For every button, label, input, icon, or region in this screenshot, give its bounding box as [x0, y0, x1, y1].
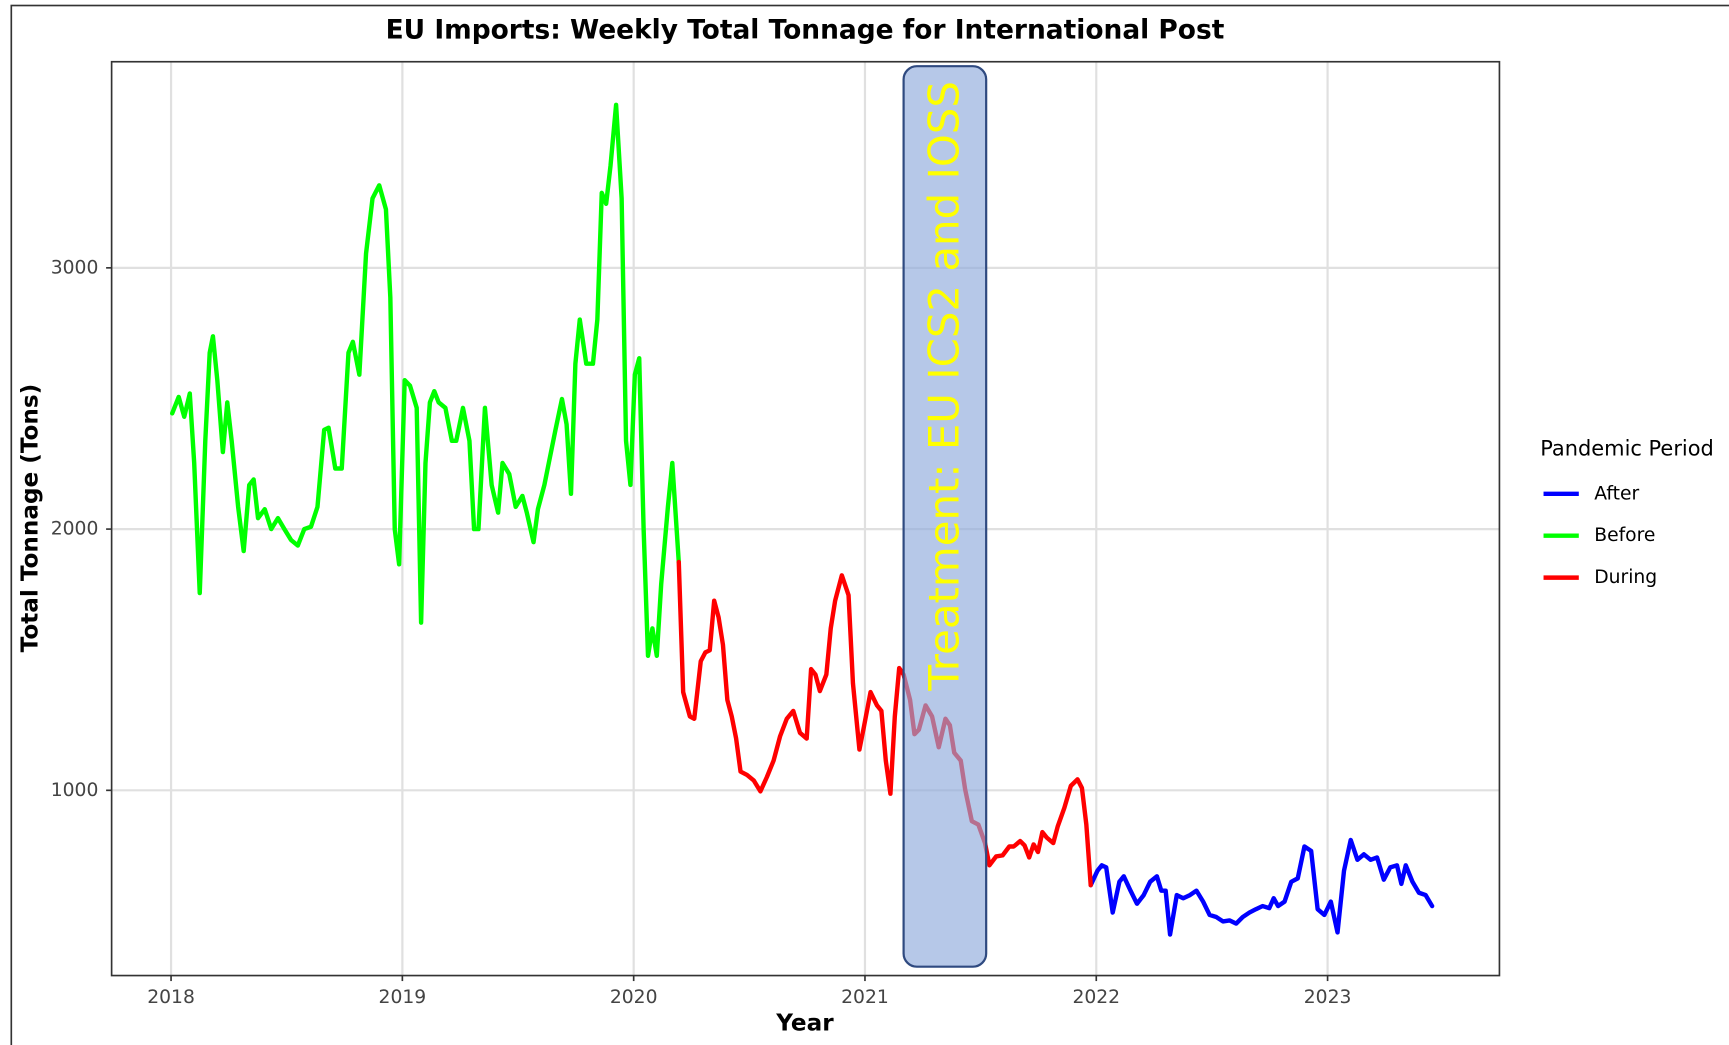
legend-label: During — [1594, 567, 1657, 588]
x-tick-label: 2022 — [1072, 987, 1120, 1008]
x-tick-label: 2019 — [379, 987, 427, 1008]
data-line — [170, 102, 681, 658]
legend-title: Pandemic Period — [1540, 437, 1714, 461]
x-tick-label: 2021 — [841, 987, 889, 1008]
outer-border — [10, 4, 1729, 1045]
y-tick-label: 3000 — [51, 257, 99, 278]
y-axis-title: Total Tonnage (Tons) — [18, 384, 44, 653]
data-line — [676, 559, 1093, 888]
plot-border — [110, 60, 1501, 977]
x-tick-label: 2020 — [610, 987, 658, 1008]
treatment-label: Treatment: EU ICS2 and IOSS — [920, 81, 969, 692]
x-tick-label: 2018 — [147, 987, 195, 1008]
y-tick-label: 1000 — [51, 780, 99, 801]
data-line — [1088, 837, 1435, 937]
y-tick-label: 2000 — [51, 519, 99, 540]
x-axis-title: Year — [775, 1011, 834, 1037]
plot-background — [111, 61, 1500, 976]
treatment-band — [902, 65, 988, 968]
chart-title: EU Imports: Weekly Total Tonnage for Int… — [386, 14, 1225, 45]
legend-label: Before — [1594, 525, 1655, 546]
x-tick-label: 2023 — [1304, 987, 1352, 1008]
legend-label: After — [1594, 483, 1639, 504]
